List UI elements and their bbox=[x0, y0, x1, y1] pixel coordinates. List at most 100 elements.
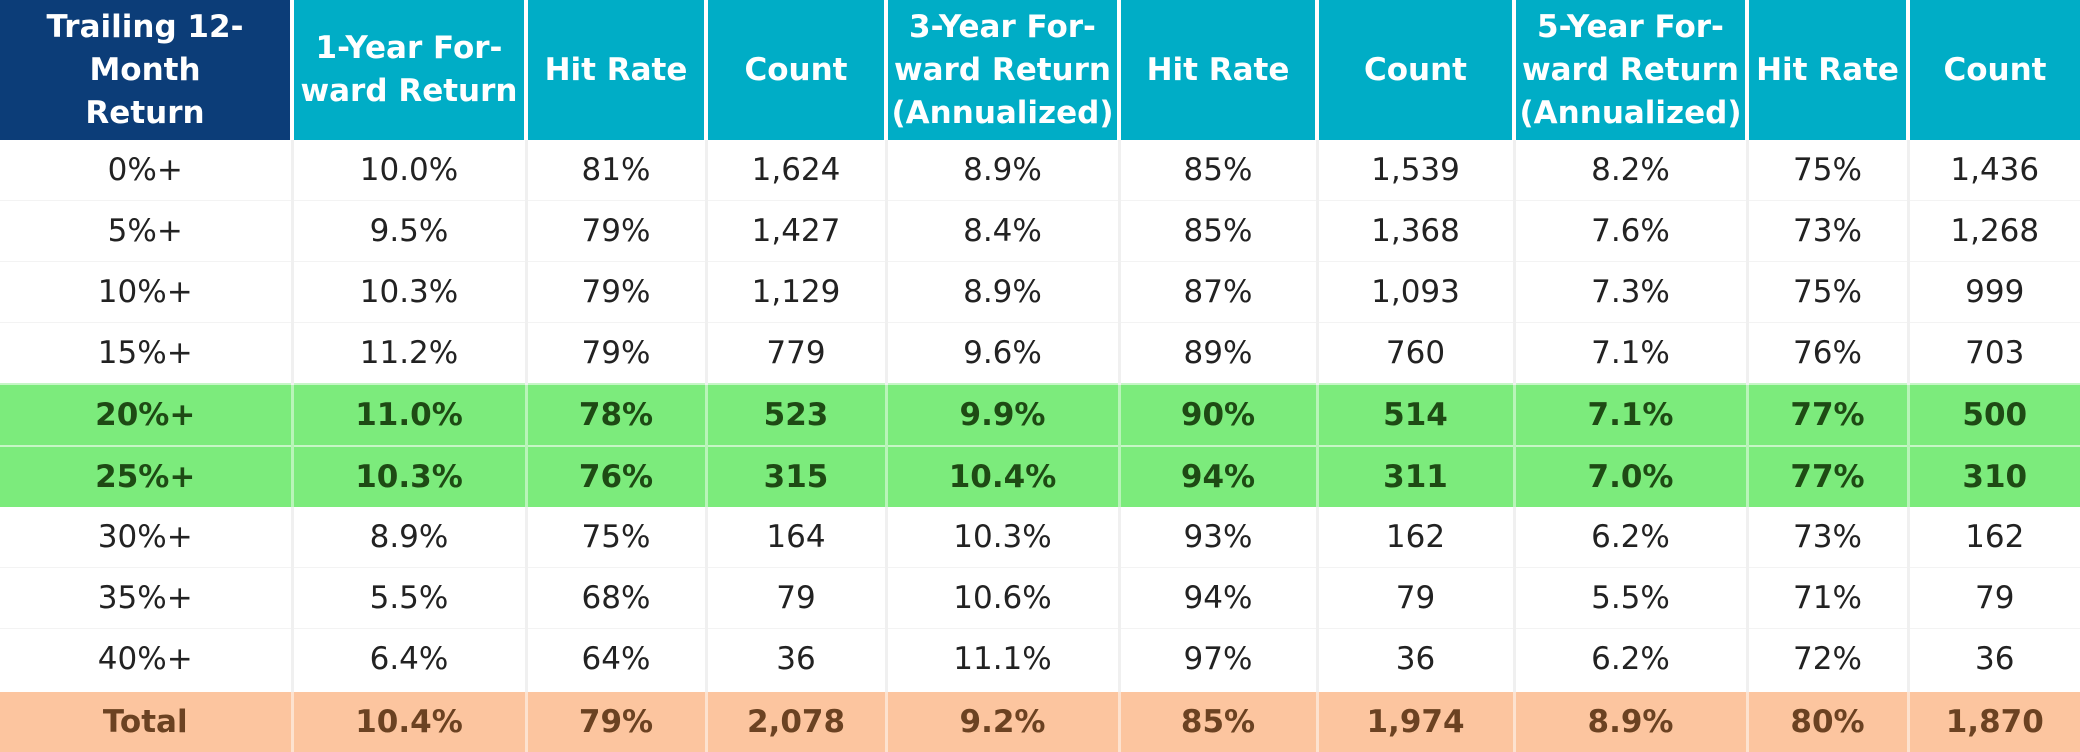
table-cell: 80% bbox=[1747, 691, 1908, 752]
table-cell: 79 bbox=[706, 568, 886, 629]
table-cell: 703 bbox=[1908, 323, 2080, 385]
table-cell: 79% bbox=[526, 201, 706, 262]
header-text-line: Count bbox=[1364, 52, 1467, 88]
table-cell: 779 bbox=[706, 323, 886, 385]
table-cell: 79 bbox=[1317, 568, 1514, 629]
table-cell: 87% bbox=[1119, 262, 1317, 323]
table-cell: 8.9% bbox=[886, 262, 1119, 323]
table-cell: 85% bbox=[1119, 140, 1317, 201]
table-cell: 72% bbox=[1747, 629, 1908, 691]
table-cell: 9.5% bbox=[292, 201, 526, 262]
table-cell: 162 bbox=[1317, 507, 1514, 568]
table-cell: 7.0% bbox=[1514, 446, 1747, 507]
header-text-line: (Annualized) bbox=[1520, 95, 1742, 131]
column-header-6: Hit Rate bbox=[1119, 0, 1317, 140]
table-cell: 11.1% bbox=[886, 629, 1119, 691]
table-cell: 1,974 bbox=[1317, 691, 1514, 752]
table-cell: 9.2% bbox=[886, 691, 1119, 752]
table-cell: 36 bbox=[1908, 629, 2080, 691]
table-cell: 8.2% bbox=[1514, 140, 1747, 201]
row-label-cell: 5%+ bbox=[0, 201, 292, 262]
table-cell: 7.3% bbox=[1514, 262, 1747, 323]
column-header-8: 5-Year For-ward Return (Annualized) bbox=[1514, 0, 1747, 140]
header-text-line: Count bbox=[1943, 52, 2046, 88]
header-text-line: Hit Rate bbox=[545, 52, 688, 88]
table-cell: 10.4% bbox=[886, 446, 1119, 507]
table-cell: 75% bbox=[1747, 262, 1908, 323]
header-text-line: Count bbox=[744, 52, 847, 88]
table-cell: 79% bbox=[526, 323, 706, 385]
table-cell: 73% bbox=[1747, 507, 1908, 568]
column-header-2: 1-Year For-ward Return bbox=[292, 0, 526, 140]
table-cell: 11.2% bbox=[292, 323, 526, 385]
row-label-cell: 35%+ bbox=[0, 568, 292, 629]
column-header-7: Count bbox=[1317, 0, 1514, 140]
header-text-line: Hit Rate bbox=[1756, 52, 1899, 88]
table-cell: 7.1% bbox=[1514, 384, 1747, 446]
table-cell: 162 bbox=[1908, 507, 2080, 568]
table-cell: 94% bbox=[1119, 446, 1317, 507]
header-text-line: (Annualized) bbox=[892, 95, 1114, 131]
table-cell: 6.2% bbox=[1514, 507, 1747, 568]
table-cell: 760 bbox=[1317, 323, 1514, 385]
table-cell: 10.0% bbox=[292, 140, 526, 201]
row-label-cell: 20%+ bbox=[0, 384, 292, 446]
table-cell: 999 bbox=[1908, 262, 2080, 323]
table-cell: 75% bbox=[1747, 140, 1908, 201]
row-label-cell: 30%+ bbox=[0, 507, 292, 568]
table-cell: 93% bbox=[1119, 507, 1317, 568]
table-cell: 10.6% bbox=[886, 568, 1119, 629]
table-cell: 8.9% bbox=[886, 140, 1119, 201]
table-cell: 6.4% bbox=[292, 629, 526, 691]
column-header-5: 3-Year For-ward Return(Annualized) bbox=[886, 0, 1119, 140]
table-cell: 36 bbox=[706, 629, 886, 691]
table-cell: 8.9% bbox=[1514, 691, 1747, 752]
table-cell: 81% bbox=[526, 140, 706, 201]
header-text-line: 5-Year For- bbox=[1537, 9, 1724, 45]
header-text-line: 1-Year For- bbox=[316, 30, 503, 66]
table-cell: 79 bbox=[1908, 568, 2080, 629]
table-cell: 1,427 bbox=[706, 201, 886, 262]
table-cell: 68% bbox=[526, 568, 706, 629]
column-header-10: Count bbox=[1908, 0, 2080, 140]
table-cell: 10.3% bbox=[886, 507, 1119, 568]
table-cell: 310 bbox=[1908, 446, 2080, 507]
table-cell: 1,436 bbox=[1908, 140, 2080, 201]
table-cell: 10.4% bbox=[292, 691, 526, 752]
table-cell: 78% bbox=[526, 384, 706, 446]
table-cell: 1,129 bbox=[706, 262, 886, 323]
table-cell: 2,078 bbox=[706, 691, 886, 752]
table-cell: 85% bbox=[1119, 691, 1317, 752]
table-cell: 1,268 bbox=[1908, 201, 2080, 262]
column-header-9: Hit Rate bbox=[1747, 0, 1908, 140]
table-cell: 97% bbox=[1119, 629, 1317, 691]
table-cell: 64% bbox=[526, 629, 706, 691]
table-cell: 11.0% bbox=[292, 384, 526, 446]
table-cell: 10.3% bbox=[292, 446, 526, 507]
table-cell: 1,093 bbox=[1317, 262, 1514, 323]
header-text-line: ward Return bbox=[1522, 52, 1739, 88]
table-cell: 77% bbox=[1747, 446, 1908, 507]
table-cell: 10.3% bbox=[292, 262, 526, 323]
table-cell: 36 bbox=[1317, 629, 1514, 691]
table-cell: 76% bbox=[526, 446, 706, 507]
row-label-cell: 0%+ bbox=[0, 140, 292, 201]
row-label-cell: 25%+ bbox=[0, 446, 292, 507]
table-cell: 5.5% bbox=[292, 568, 526, 629]
table-cell: 500 bbox=[1908, 384, 2080, 446]
table-cell: 9.6% bbox=[886, 323, 1119, 385]
table-cell: 315 bbox=[706, 446, 886, 507]
table-cell: 75% bbox=[526, 507, 706, 568]
header-text-line: ward Return bbox=[301, 73, 518, 109]
header-text-line: Hit Rate bbox=[1147, 52, 1290, 88]
